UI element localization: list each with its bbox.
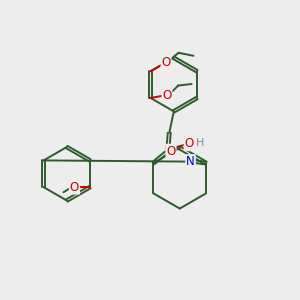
- Text: O: O: [162, 88, 172, 101]
- Text: N: N: [186, 155, 195, 168]
- Text: O: O: [161, 56, 171, 69]
- Text: O: O: [167, 145, 176, 158]
- Text: H: H: [196, 138, 205, 148]
- Text: O: O: [184, 137, 194, 150]
- Text: O: O: [70, 181, 79, 194]
